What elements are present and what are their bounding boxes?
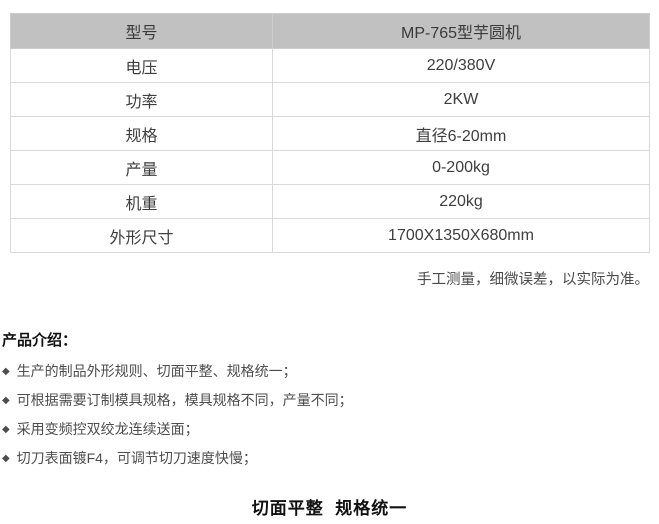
- intro-bullet-list: ◆ 生产的制品外形规则、切面平整、规格统一； ◆ 可根据需要订制模具规格，模具规…: [2, 357, 659, 473]
- table-row: 电压 220/380V: [10, 48, 650, 83]
- diamond-bullet-icon: ◆: [2, 453, 10, 464]
- spec-value: 0-200kg: [272, 150, 650, 185]
- spec-label: 型号: [10, 13, 273, 49]
- table-row: 外形尺寸 1700X1350X680mm: [10, 218, 650, 253]
- diamond-bullet-icon: ◆: [2, 366, 10, 377]
- spec-label: 产量: [10, 150, 273, 185]
- list-item: ◆ 可根据需要订制模具规格，模具规格不同，产量不同；: [2, 386, 659, 415]
- spec-value: 直径6-20mm: [272, 116, 650, 151]
- measurement-note: 手工测量，细微误差，以实际为准。: [417, 272, 649, 288]
- list-item: ◆ 生产的制品外形规则、切面平整、规格统一；: [2, 357, 659, 386]
- table-row: 规格 直径6-20mm: [10, 116, 650, 151]
- bullet-text: 生产的制品外形规则、切面平整、规格统一；: [16, 363, 297, 379]
- spec-value: 1700X1350X680mm: [272, 218, 650, 253]
- spec-value: 220/380V: [272, 48, 650, 83]
- spec-table: 型号 MP-765型芋圆机 电压 220/380V 功率 2KW 规格 直径6-…: [10, 13, 650, 253]
- table-row: 机重 220kg: [10, 184, 650, 219]
- spec-value: MP-765型芋圆机: [272, 13, 650, 49]
- spec-value: 2KW: [272, 82, 650, 117]
- list-item: ◆ 采用变频控双绞龙连续送面；: [2, 415, 659, 444]
- list-item: ◆ 切刀表面镀F4，可调节切刀速度快慢；: [2, 444, 659, 473]
- footer-slogan: 切面平整 规格统一: [251, 499, 408, 518]
- bullet-text: 采用变频控双绞龙连续送面；: [16, 421, 199, 437]
- spec-label: 外形尺寸: [10, 218, 273, 253]
- spec-label: 电压: [10, 48, 273, 83]
- intro-heading: 产品介绍：: [2, 332, 78, 349]
- bullet-text: 切刀表面镀F4，可调节切刀速度快慢；: [16, 450, 257, 466]
- spec-label: 规格: [10, 116, 273, 151]
- diamond-bullet-icon: ◆: [2, 395, 10, 406]
- spec-label: 功率: [10, 82, 273, 117]
- table-row: 功率 2KW: [10, 82, 650, 117]
- spec-label: 机重: [10, 184, 273, 219]
- table-row: 产量 0-200kg: [10, 150, 650, 185]
- spec-value: 220kg: [272, 184, 650, 219]
- bullet-text: 可根据需要订制模具规格，模具规格不同，产量不同；: [16, 392, 353, 408]
- table-row: 型号 MP-765型芋圆机: [10, 13, 650, 49]
- diamond-bullet-icon: ◆: [2, 424, 10, 435]
